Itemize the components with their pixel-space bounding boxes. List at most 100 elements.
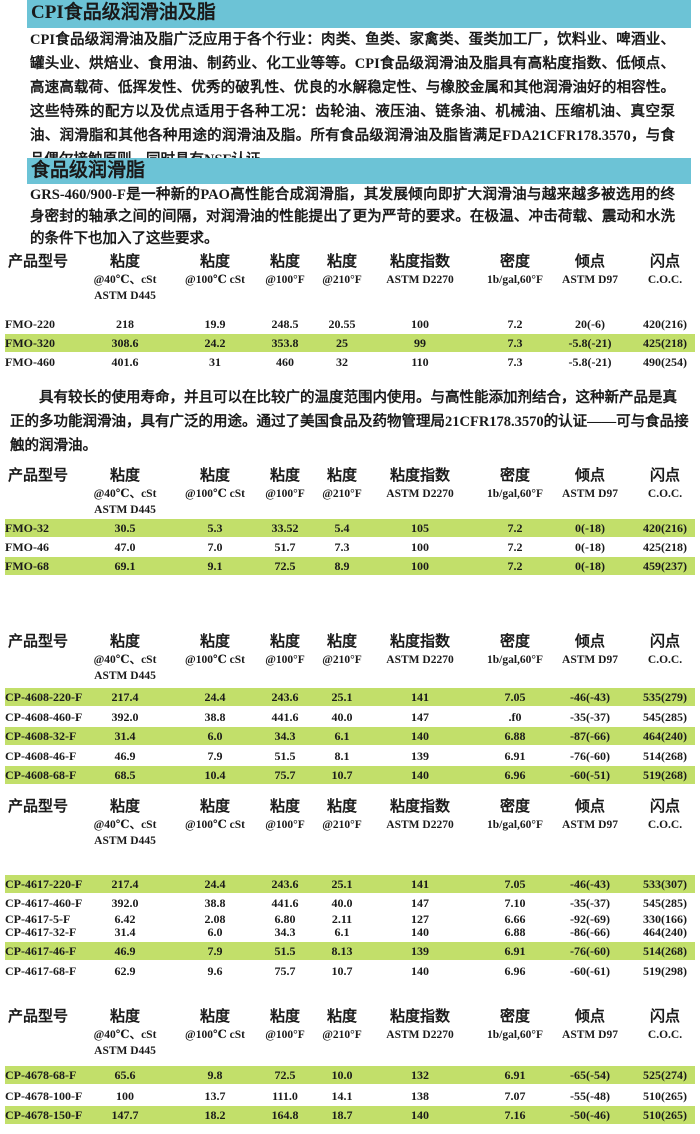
column-title: 粘度	[326, 799, 358, 815]
table-cell: 51.5	[274, 749, 296, 763]
table-cell: 545(285)	[643, 896, 687, 910]
table-cell: 40.0	[331, 710, 353, 724]
table-cell: 392.0	[111, 710, 139, 724]
table-cell: -5.8(-21)	[568, 355, 612, 369]
product-model: CP-4617-46-F	[5, 944, 77, 958]
table-cell: 111.0	[272, 1089, 298, 1103]
table-cell: 7.07	[504, 1089, 526, 1103]
table-row: CP-4617-32-F 31.4 6.0 34.3 6.1 140 6.88 -86(-66…	[5, 926, 695, 939]
table-cell: 308.6	[111, 336, 139, 350]
product-model: FMO-68	[5, 559, 49, 573]
column-unit: @100℃ cSt	[185, 274, 245, 286]
column-unit: C.O.C.	[647, 488, 683, 500]
section-banner: CPI食品级润滑油及脂	[27, 0, 691, 28]
table-cell: 6.91	[504, 1068, 526, 1082]
column-header: 粘度 @100℃ cSt	[185, 466, 245, 502]
column-title: 密度	[499, 254, 531, 270]
table-cell: 5.3	[207, 521, 223, 535]
table-cell: 6.91	[504, 749, 526, 763]
column-unit: C.O.C.	[647, 274, 683, 286]
column-unit: ASTM D2270	[386, 819, 454, 831]
grease-paragraph: GRS-460/900-F是一种新的PAO高性能合成润滑脂，其发展倾向即扩大润滑…	[30, 187, 675, 247]
column-header: 粘度指数 ASTM D2270	[386, 1007, 453, 1043]
table-cell: 7.05	[504, 877, 526, 891]
column-header: 粘度 @210°F	[322, 252, 362, 288]
table-cell: 459(237)	[643, 559, 687, 573]
column-title: 粘度	[199, 1009, 230, 1025]
table-cell: 425(218)	[643, 540, 687, 554]
table-cell: 25.1	[331, 877, 353, 891]
column-unit: 1b/gal,60°F	[486, 654, 544, 666]
table-cell: 68.5	[114, 768, 136, 782]
table-cell: 99	[414, 336, 426, 350]
table-cell: 51.5	[274, 944, 296, 958]
product-model: FMO-460	[5, 355, 55, 369]
table-cell: 110	[411, 355, 429, 369]
product-model: CP-4617-220-F	[5, 877, 83, 891]
table-cell: 9.6	[207, 964, 223, 978]
column-header: 粘度 @100℃ cSt	[185, 252, 245, 288]
table-cell: 6.88	[504, 925, 526, 939]
column-title: 粘度	[199, 634, 230, 650]
table-cell: 6.42	[114, 912, 136, 926]
column-header: 粘度 @210°F	[322, 632, 362, 668]
table-cell: 217.4	[111, 877, 139, 891]
table-cell: 34.3	[274, 729, 296, 743]
table-cell: 7.3	[334, 540, 350, 554]
table-cell: 24.4	[204, 877, 226, 891]
table-cell: 217.4	[111, 690, 139, 704]
column-unit: @210°F	[322, 488, 362, 500]
table-cell: 69.1	[114, 559, 136, 573]
table-cell: 519(268)	[643, 768, 687, 782]
table-cell: 7.2	[507, 521, 523, 535]
column-unit: @100°F	[265, 1029, 305, 1041]
table-row: CP-4617-68-F 62.9 9.6 75.7 10.7 140 6.96 -60(-6…	[5, 962, 695, 980]
column-unit: ASTM D97	[562, 274, 618, 286]
column-unit: @40℃、cSt ASTM D445	[93, 819, 157, 847]
table-cell: -60(-51)	[570, 768, 610, 782]
table-header: 产品型号 粘度 @40℃、cSt ASTM D445 粘度 @100℃ cSt 粘度 @10…	[0, 797, 700, 849]
table-cell: 140	[411, 768, 429, 782]
table-cell: 10.0	[331, 1068, 353, 1082]
column-title: 密度	[499, 634, 531, 650]
column-title: 粘度	[269, 799, 301, 815]
column-unit: @100°F	[265, 274, 305, 286]
table-cell: 140	[411, 925, 429, 939]
table-cell: 464(240)	[643, 729, 687, 743]
table-row: FMO-32 30.5 5.3 33.52 5.4 105 7.2 0(-18) 420(216…	[5, 519, 695, 537]
column-header: 闪点 C.O.C.	[648, 252, 682, 288]
column-unit: @100℃ cSt	[185, 1029, 245, 1041]
column-header: 产品型号	[8, 252, 68, 272]
column-title: 产品型号	[8, 799, 69, 815]
table-cell: 353.8	[271, 336, 299, 350]
table-cell: 20.55	[328, 317, 356, 331]
column-header: 粘度 @100°F	[265, 632, 305, 668]
product-model: CP-4617-32-F	[5, 925, 77, 939]
column-header: 粘度指数 ASTM D2270	[386, 797, 453, 833]
table-cell: 2.11	[331, 912, 353, 926]
column-title: 密度	[499, 1009, 531, 1025]
column-unit: @40℃、cSt ASTM D445	[93, 274, 157, 302]
table-cell: 164.8	[271, 1108, 299, 1122]
column-header: 粘度 @40℃、cSt ASTM D445	[94, 632, 157, 684]
product-model: FMO-46	[5, 540, 49, 554]
table-cell: -76(-60)	[570, 944, 610, 958]
table-cell: 20(-6)	[575, 317, 605, 331]
table-cell: 24.4	[204, 690, 226, 704]
table-row: CP-4617-5-F 6.42 2.08 6.80 2.11 127 6.66 -92(-6…	[5, 913, 695, 926]
table-cell: 10.4	[204, 768, 226, 782]
table-cell: 147	[411, 896, 429, 910]
table-cell: -87(-66)	[570, 729, 610, 743]
column-title: 闪点	[649, 254, 680, 270]
column-unit: ASTM D97	[562, 1029, 618, 1041]
column-header: 粘度 @40℃、cSt ASTM D445	[94, 797, 157, 849]
table-cell: 514(268)	[643, 944, 687, 958]
table-cell: 519(298)	[643, 964, 687, 978]
table-row: FMO-220 218 19.9 248.5 20.55 100 7.2 20(-6) 420(…	[5, 315, 695, 333]
table-cell: 139	[411, 944, 429, 958]
table-cell: 6.66	[504, 912, 526, 926]
column-unit: 1b/gal,60°F	[486, 1029, 544, 1041]
column-unit: @100°F	[265, 654, 305, 666]
table-cell: -55(-48)	[570, 1089, 610, 1103]
product-model: CP-4617-68-F	[5, 964, 77, 978]
